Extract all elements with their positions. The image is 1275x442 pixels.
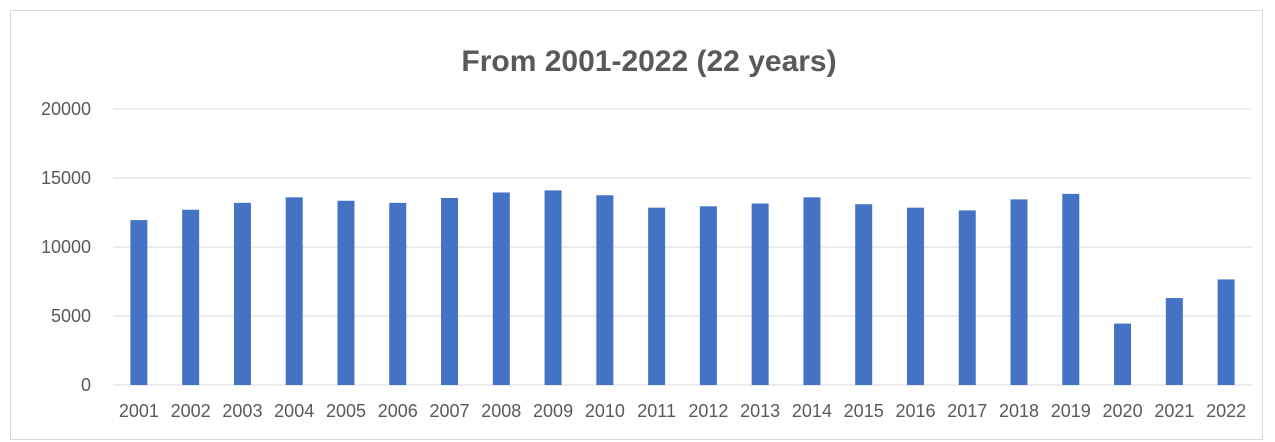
x-tick-label: 2017	[947, 401, 987, 421]
y-tick-label: 20000	[41, 99, 91, 119]
x-tick-label: 2015	[844, 401, 884, 421]
bar-2010	[596, 195, 614, 385]
x-tick-label: 2019	[1051, 401, 1091, 421]
chart-title: From 2001-2022 (22 years)	[461, 45, 836, 78]
bar-2011	[648, 207, 666, 385]
x-tick-label: 2020	[1103, 401, 1143, 421]
bar-2020	[1114, 323, 1132, 385]
x-tick-label: 2022	[1206, 401, 1246, 421]
bar-2005	[337, 200, 355, 385]
bar-2004	[285, 197, 303, 385]
bar-2001	[130, 220, 148, 385]
x-tick-label: 2011	[637, 401, 676, 421]
bar-2015	[855, 204, 873, 385]
chart-container: From 2001-2022 (22 years) 0 5000 10000 1500…	[10, 10, 1263, 440]
x-tick-label: 2001	[119, 401, 159, 421]
bar-2017	[958, 210, 976, 385]
x-tick-label: 2005	[326, 401, 366, 421]
x-tick-label: 2012	[688, 401, 728, 421]
bar-chart: From 2001-2022 (22 years) 0 5000 10000 1500…	[41, 45, 1252, 421]
x-tick-label: 2002	[171, 401, 211, 421]
bar-2003	[233, 202, 251, 385]
x-tick-label: 2006	[378, 401, 418, 421]
bar-2019	[1062, 193, 1080, 385]
bar-2014	[803, 197, 821, 385]
y-tick-label: 0	[81, 375, 91, 395]
x-tick-label: 2010	[585, 401, 625, 421]
bar-2007	[441, 198, 459, 385]
y-tick-label: 5000	[51, 306, 91, 326]
x-tick-label: 2014	[792, 401, 832, 421]
x-tick-label: 2018	[999, 401, 1039, 421]
y-tick-label: 15000	[41, 168, 91, 188]
bar-2016	[906, 207, 924, 385]
bar-2018	[1010, 199, 1028, 385]
x-tick-label: 2013	[740, 401, 780, 421]
bar-2008	[492, 192, 510, 385]
bar-2009	[544, 190, 562, 385]
x-tick-label: 2016	[895, 401, 935, 421]
bar-2021	[1165, 298, 1183, 385]
x-tick-label: 2003	[222, 401, 262, 421]
x-tick-label: 2021	[1154, 401, 1194, 421]
x-tick-label: 2009	[533, 401, 573, 421]
bar-2012	[699, 206, 717, 385]
x-axis-ticks: 2001 2002 2003 2004 2005 2006 2007 2008 2009 2010…	[119, 401, 1246, 421]
x-tick-label: 2004	[274, 401, 314, 421]
bar-2022	[1217, 279, 1235, 385]
y-tick-label: 10000	[41, 237, 91, 257]
bar-2006	[389, 202, 407, 385]
bars	[130, 190, 1235, 385]
x-tick-label: 2007	[429, 401, 469, 421]
bar-2002	[182, 209, 200, 385]
gridlines	[113, 108, 1252, 386]
bar-2013	[751, 203, 769, 385]
y-axis-ticks: 0 5000 10000 15000 20000	[41, 99, 91, 395]
x-tick-label: 2008	[481, 401, 521, 421]
